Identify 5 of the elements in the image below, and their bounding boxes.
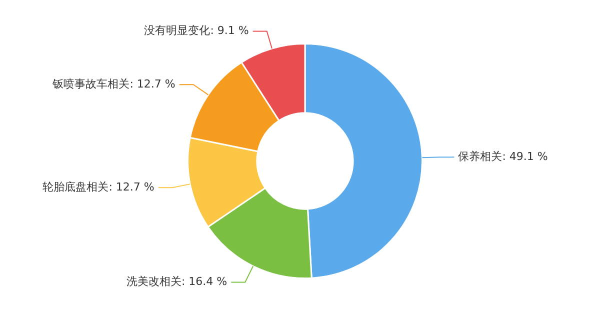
slice-label: 钣喷事故车相关: 12.7 % [52, 77, 176, 90]
slice-label: 轮胎底盘相关: 12.7 % [42, 180, 154, 194]
slice-label: 没有明显变化: 9.1 % [144, 24, 249, 38]
slice-label: 保养相关: 49.1 % [458, 150, 548, 164]
slice-label: 洗美改相关: 16.4 % [126, 275, 228, 288]
